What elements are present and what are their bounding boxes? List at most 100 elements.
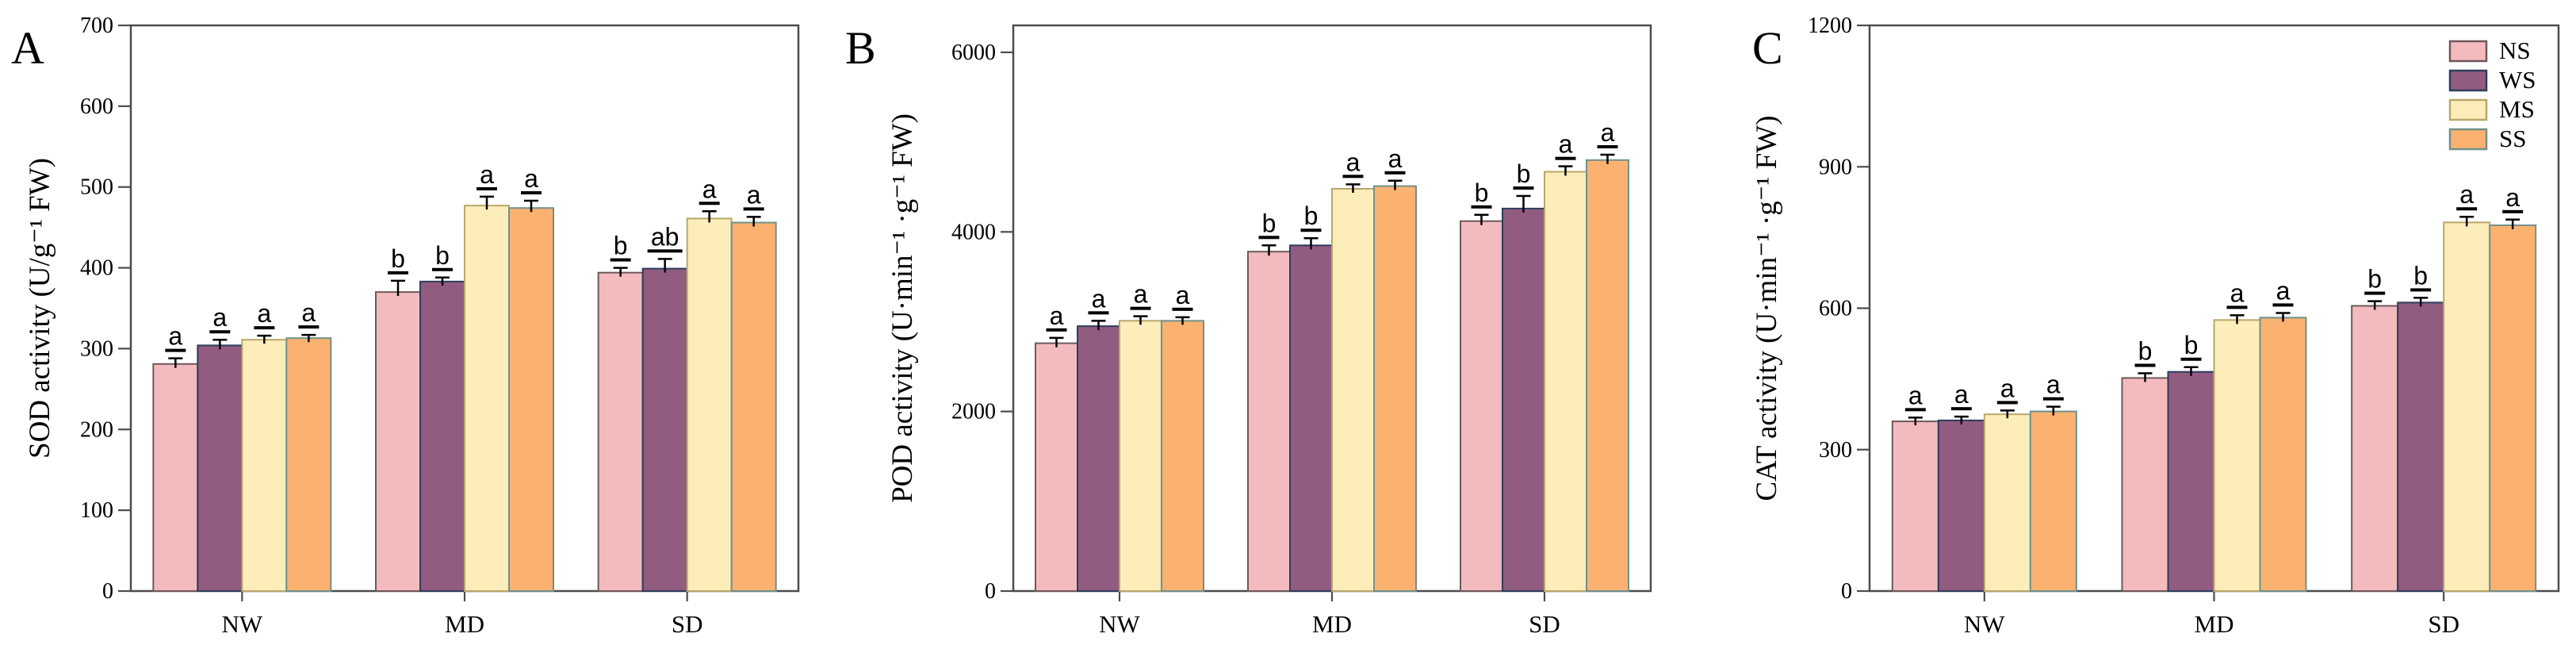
sig-letter-underline: [521, 191, 542, 195]
sig-letter: b: [2367, 265, 2382, 294]
bar-MS-NW: [1983, 413, 2031, 592]
x-category-label: NW: [1099, 610, 1140, 638]
sig-letter: a: [1601, 118, 1615, 147]
bar-WS-MD: [2167, 370, 2215, 592]
y-tick-label: 700: [80, 13, 113, 38]
panel-letter: A: [11, 22, 44, 74]
y-tick-label: 200: [80, 417, 113, 442]
sig-letter: a: [1559, 130, 1573, 159]
sig-letter: b: [435, 241, 450, 270]
sig-letter: a: [2230, 278, 2245, 307]
bar-MS-SD: [2443, 221, 2491, 592]
bar-NS-NW: [1035, 342, 1078, 592]
sig-letter-underline: [298, 325, 320, 329]
sig-letter-underline: [209, 330, 231, 334]
legend-label-SS: SS: [2499, 125, 2526, 152]
sig-letter-underline: [432, 267, 453, 271]
sig-letter: a: [257, 299, 271, 328]
sig-letter: b: [1262, 209, 1277, 237]
bar-MS-SD: [1544, 171, 1587, 592]
y-tick-label: 2000: [951, 400, 996, 424]
sig-letter: a: [2046, 370, 2061, 399]
legend-swatch-WS: [2448, 69, 2488, 92]
sig-letter-underline: [1950, 407, 1972, 411]
sig-letter: a: [2276, 276, 2291, 305]
sig-letter: b: [614, 232, 628, 260]
sig-letter-underline: [1996, 401, 2018, 405]
panel-C: [1857, 24, 2560, 601]
bar-SS-MD: [2259, 317, 2307, 592]
y-tick-label: 6000: [951, 40, 996, 65]
x-category-label: SD: [672, 610, 703, 638]
legend-label-MS: MS: [2499, 95, 2535, 123]
y-tick-label: 900: [1819, 155, 1852, 179]
legend-swatch-NS: [2448, 40, 2488, 63]
bar-WS-NW: [1937, 419, 1985, 593]
sig-letter-underline: [254, 326, 275, 330]
sig-letter: a: [1134, 280, 1148, 309]
sig-letter-underline: [388, 271, 408, 275]
sig-letter-underline: [1046, 328, 1067, 332]
sig-letter: b: [1304, 202, 1319, 230]
sig-letter: ab: [651, 222, 679, 251]
sig-letter-underline: [2226, 305, 2248, 309]
bar-SS-SD: [2489, 224, 2537, 592]
panel-letter: C: [1752, 22, 1783, 74]
sig-letter: b: [1475, 179, 1489, 207]
sig-letter-underline: [2410, 288, 2432, 292]
sig-letter: a: [524, 164, 538, 193]
y-tick-label: 400: [80, 256, 113, 281]
y-tick-label: 4000: [951, 220, 996, 244]
bar-WS-SD: [2397, 301, 2445, 592]
bar-NS-SD: [2351, 305, 2399, 592]
x-category-label: NW: [1964, 610, 2005, 638]
bar-WS-MD: [1289, 244, 1333, 592]
bar-NS-SD: [597, 271, 644, 592]
bar-WS-NW: [1077, 325, 1120, 592]
bar-NS-NW: [1891, 420, 1939, 592]
sig-letter-underline: [477, 186, 497, 190]
sig-letter-underline: [1384, 171, 1406, 175]
sig-letter-underline: [1904, 408, 1926, 412]
y-axis-title: CAT activity (U·min⁻¹ ·g⁻¹ FW): [1751, 115, 1783, 501]
sig-letter-underline: [610, 258, 631, 262]
bar-NS-NW: [152, 363, 199, 592]
sig-letter-underline: [1258, 236, 1280, 240]
sig-letter: b: [1517, 159, 1531, 188]
bar-WS-SD: [1502, 207, 1545, 592]
sig-letter: a: [1092, 284, 1106, 313]
x-category-label: SD: [1529, 610, 1560, 638]
bar-NS-SD: [1460, 220, 1503, 592]
sig-letter-underline: [2134, 363, 2156, 367]
sig-letter-underline: [2272, 303, 2294, 307]
sig-letter-underline: [1597, 144, 1618, 148]
legend-swatch-MS: [2448, 98, 2488, 121]
bar-SS-NW: [1161, 320, 1204, 592]
bar-NS-MD: [375, 291, 421, 592]
bar-SS-MD: [508, 207, 554, 592]
bar-MS-MD: [1331, 187, 1375, 592]
sig-letter-underline: [1471, 205, 1492, 209]
y-axis-title: SOD activity (U/g⁻¹ FW): [24, 158, 56, 459]
y-tick-label: 500: [80, 175, 113, 200]
bar-MS-NW: [1119, 320, 1162, 592]
sig-letter-underline: [1342, 175, 1364, 179]
y-axis-title: POD activity (U·min⁻¹ ·g⁻¹ FW): [886, 113, 919, 503]
sig-letter-underline: [743, 207, 764, 211]
y-tick-label: 600: [80, 94, 113, 119]
x-category-label: SD: [2428, 610, 2459, 638]
panel-B: [1001, 24, 1652, 601]
bar-WS-NW: [197, 344, 243, 592]
bar-MS-MD: [2213, 319, 2261, 592]
sig-letter-underline: [1555, 156, 1576, 160]
bar-WS-MD: [419, 280, 465, 592]
sig-letter-underline: [165, 348, 186, 352]
sig-letter-underline: [2456, 207, 2478, 211]
sig-letter: b: [2413, 261, 2428, 290]
bar-SS-NW: [2029, 410, 2077, 592]
x-category-label: MD: [2195, 610, 2234, 638]
sig-letter-underline: [2502, 209, 2524, 213]
bar-NS-MD: [1247, 251, 1291, 592]
bar-MS-SD: [686, 217, 733, 592]
